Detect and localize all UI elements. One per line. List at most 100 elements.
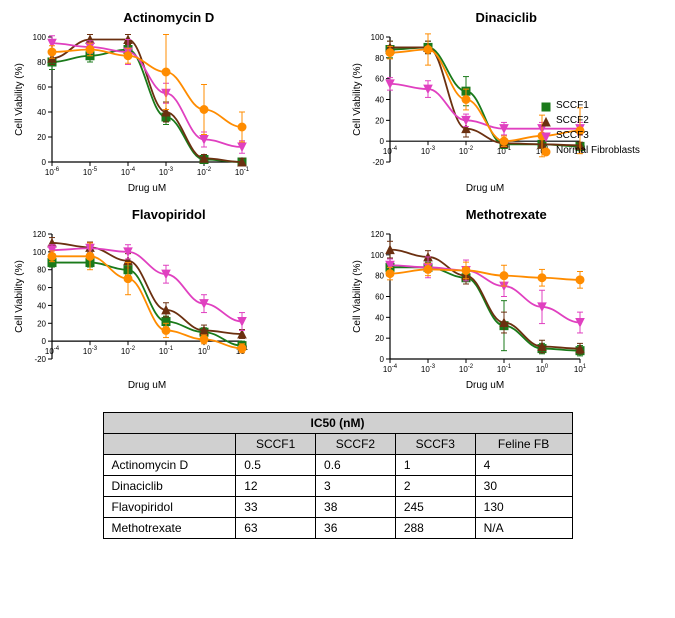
- series-marker-NF: [462, 96, 470, 104]
- svg-text:120: 120: [370, 230, 384, 239]
- series-marker-NF: [576, 276, 584, 284]
- table-cell: 12: [236, 476, 316, 497]
- chart-cell: Methotrexate02040608010012010-410-310-21…: [348, 207, 666, 394]
- svg-text:10-2: 10-2: [458, 146, 473, 156]
- chart-title: Methotrexate: [348, 207, 666, 222]
- table-row: Methotrexate6336288N/A: [103, 518, 572, 539]
- table-col-header: SCCF3: [395, 434, 475, 455]
- series-line-SCCF2: [390, 250, 580, 349]
- series-marker-NF: [462, 266, 470, 274]
- table-cell: N/A: [475, 518, 572, 539]
- chart-svg: -2002040608010012010-410-310-210-1100101…: [10, 224, 250, 394]
- svg-text:10-4: 10-4: [121, 167, 136, 177]
- table-cell: 245: [395, 497, 475, 518]
- series-line-SCCF1: [52, 50, 242, 163]
- chart-cell: Flavopiridol-2002040608010012010-410-310…: [10, 207, 328, 394]
- svg-text:10-2: 10-2: [121, 346, 136, 356]
- chart-svg: 02040608010010-610-510-410-310-210-1Drug…: [10, 27, 250, 197]
- table-cell: 63: [236, 518, 316, 539]
- legend-marker-icon: [540, 101, 550, 111]
- chart-svg: 02040608010012010-410-310-210-1100101Dru…: [348, 224, 588, 394]
- svg-text:10-4: 10-4: [45, 346, 60, 356]
- series-marker-NF: [200, 335, 208, 343]
- svg-text:40: 40: [375, 96, 384, 105]
- svg-text:10-4: 10-4: [382, 146, 397, 156]
- svg-text:0: 0: [379, 137, 384, 146]
- legend: SCCF1 SCCF2 SCCF3 Normal Fibroblasts: [540, 100, 640, 160]
- svg-text:40: 40: [37, 108, 46, 117]
- svg-text:60: 60: [37, 83, 46, 92]
- table-row-name: Dinaciclib: [103, 476, 236, 497]
- svg-text:100: 100: [33, 248, 47, 257]
- table-row-name: Flavopiridol: [103, 497, 236, 518]
- table-cell: 2: [395, 476, 475, 497]
- legend-marker-icon: [540, 146, 550, 156]
- series-marker-NF: [424, 265, 432, 273]
- svg-text:80: 80: [375, 54, 384, 63]
- table-row: Flavopiridol3338245130: [103, 497, 572, 518]
- series-marker-NF: [538, 274, 546, 282]
- series-marker-NF: [238, 344, 246, 352]
- svg-text:10-6: 10-6: [45, 167, 60, 177]
- series-marker-NF: [162, 326, 170, 334]
- chart-cell: Actinomycin D02040608010010-610-510-410-…: [10, 10, 328, 197]
- y-axis-label: Cell Viability (%): [352, 260, 363, 333]
- series-marker-NF: [86, 252, 94, 260]
- table-cell: 4: [475, 455, 572, 476]
- svg-text:100: 100: [370, 251, 384, 260]
- table-row: Actinomycin D0.50.614: [103, 455, 572, 476]
- svg-text:10-2: 10-2: [458, 364, 473, 374]
- svg-text:10-1: 10-1: [235, 167, 250, 177]
- svg-text:100: 100: [535, 364, 548, 374]
- series-line-NF: [52, 50, 242, 128]
- table-cell: 130: [475, 497, 572, 518]
- table-cell: 1: [395, 455, 475, 476]
- table-row-name: Methotrexate: [103, 518, 236, 539]
- svg-text:40: 40: [37, 301, 46, 310]
- svg-text:10-1: 10-1: [159, 346, 174, 356]
- svg-text:100: 100: [33, 33, 47, 42]
- legend-label: Normal Fibroblasts: [556, 145, 640, 156]
- legend-item: SCCF2: [540, 115, 640, 126]
- svg-text:80: 80: [37, 58, 46, 67]
- table-title: IC50 (nM): [103, 413, 572, 434]
- legend-item: SCCF3: [540, 130, 640, 141]
- svg-text:120: 120: [33, 230, 47, 239]
- legend-marker-icon: [540, 131, 550, 141]
- series-marker-NF: [124, 52, 132, 60]
- legend-marker-icon: [540, 116, 550, 126]
- charts-grid: Actinomycin D02040608010010-610-510-410-…: [10, 10, 665, 394]
- x-axis-label: Drug uM: [128, 183, 166, 194]
- svg-text:40: 40: [375, 313, 384, 322]
- x-axis-label: Drug uM: [128, 380, 166, 391]
- series-marker-NF: [500, 272, 508, 280]
- legend-item: Normal Fibroblasts: [540, 145, 640, 156]
- table-corner: [103, 434, 236, 455]
- svg-text:60: 60: [37, 284, 46, 293]
- y-axis-label: Cell Viability (%): [14, 63, 25, 136]
- legend-label: SCCF3: [556, 130, 589, 141]
- ic50-table-wrap: IC50 (nM)SCCF1SCCF2SCCF3Feline FBActinom…: [103, 412, 573, 539]
- series-marker-NF: [424, 46, 432, 54]
- table-cell: 288: [395, 518, 475, 539]
- x-axis-label: Drug uM: [465, 380, 503, 391]
- table-cell: 3: [316, 476, 396, 497]
- svg-text:-20: -20: [34, 355, 46, 364]
- svg-text:10-3: 10-3: [420, 364, 435, 374]
- svg-text:10-4: 10-4: [382, 364, 397, 374]
- table-cell: 0.5: [236, 455, 316, 476]
- table-row-name: Actinomycin D: [103, 455, 236, 476]
- table-col-header: SCCF2: [316, 434, 396, 455]
- svg-text:0: 0: [379, 355, 384, 364]
- table-cell: 33: [236, 497, 316, 518]
- legend-label: SCCF1: [556, 100, 589, 111]
- svg-text:100: 100: [370, 33, 384, 42]
- chart-title: Flavopiridol: [10, 207, 328, 222]
- series-marker-NF: [48, 252, 56, 260]
- svg-text:10-1: 10-1: [496, 364, 511, 374]
- table-col-header: SCCF1: [236, 434, 316, 455]
- svg-text:10-2: 10-2: [197, 167, 212, 177]
- svg-text:100: 100: [198, 346, 211, 356]
- svg-text:60: 60: [375, 75, 384, 84]
- x-axis-label: Drug uM: [465, 183, 503, 194]
